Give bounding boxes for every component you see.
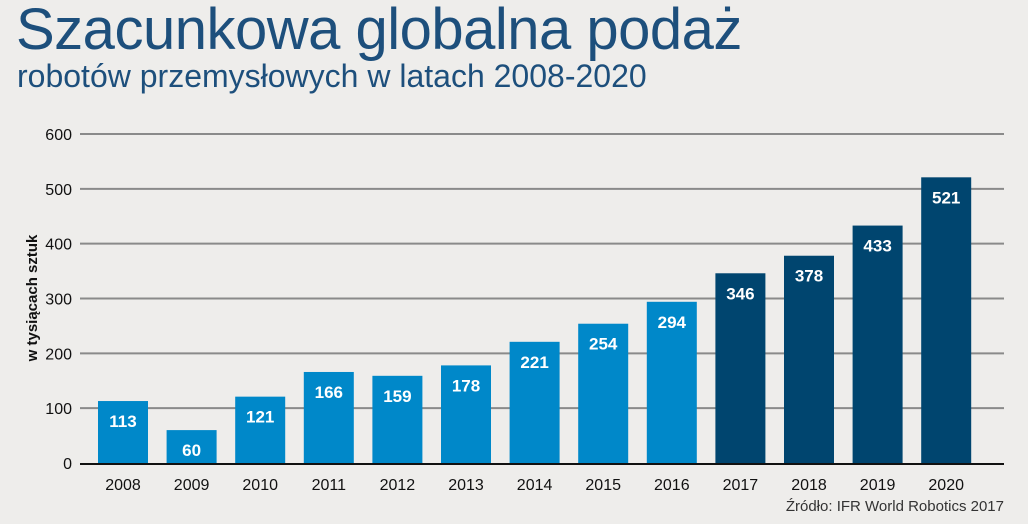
chart-subtitle: robotów przemysłowych w latach 2008-2020: [17, 58, 647, 94]
source-note: Źródło: IFR World Robotics 2017: [785, 498, 1004, 515]
x-tick-label: 2017: [723, 477, 759, 494]
bar-2011: [303, 371, 354, 463]
y-tick-label: 600: [45, 127, 72, 144]
x-tick-label: 2009: [174, 477, 210, 494]
bar-2012: [372, 375, 423, 463]
y-tick-label: 100: [45, 401, 72, 418]
data-label: 254: [589, 335, 618, 354]
data-label: 294: [658, 313, 687, 332]
x-tick-label: 2018: [791, 477, 827, 494]
data-label: 113: [109, 412, 136, 431]
y-tick-label: 0: [63, 456, 72, 473]
bar-2008: [98, 401, 148, 463]
data-label: 521: [932, 188, 960, 207]
x-tick-label: 2008: [105, 477, 141, 494]
data-label: 121: [246, 408, 274, 427]
data-label: 178: [452, 376, 480, 395]
data-label: 346: [726, 284, 754, 303]
bar-2010: [235, 396, 286, 463]
x-tick-label: 2012: [380, 477, 416, 494]
bar-2016: [646, 301, 697, 463]
bar-2020: [921, 177, 972, 463]
data-label: 378: [795, 267, 823, 286]
x-tick-label: 2014: [517, 477, 553, 494]
y-tick-label: 300: [45, 292, 72, 309]
bar-2019: [852, 225, 903, 463]
y-axis-label: w tysiącach sztuk: [24, 234, 41, 362]
data-label: 60: [182, 441, 201, 460]
data-label: 221: [520, 353, 548, 372]
x-tick-label: 2013: [448, 477, 484, 494]
bar-2014: [509, 341, 560, 463]
bar-2017: [715, 273, 766, 463]
data-label: 166: [315, 383, 343, 402]
bar-2013: [441, 365, 491, 463]
x-tick-label: 2016: [654, 477, 690, 494]
data-label: 433: [863, 237, 891, 256]
x-tick-label: 2015: [585, 477, 621, 494]
y-tick-label: 400: [45, 237, 72, 254]
bar-2015: [578, 323, 629, 463]
x-tick-label: 2010: [242, 477, 278, 494]
x-tick-label: 2011: [312, 477, 347, 494]
bar-2018: [784, 255, 834, 463]
x-tick-label: 2019: [860, 477, 896, 494]
data-label: 159: [383, 387, 411, 406]
y-tick-label: 500: [45, 182, 72, 199]
x-tick-label: 2020: [928, 477, 964, 494]
bar-2009: [166, 430, 217, 463]
y-tick-label: 200: [45, 346, 72, 363]
chart-title: Szacunkowa globalna podaż: [16, 0, 742, 62]
